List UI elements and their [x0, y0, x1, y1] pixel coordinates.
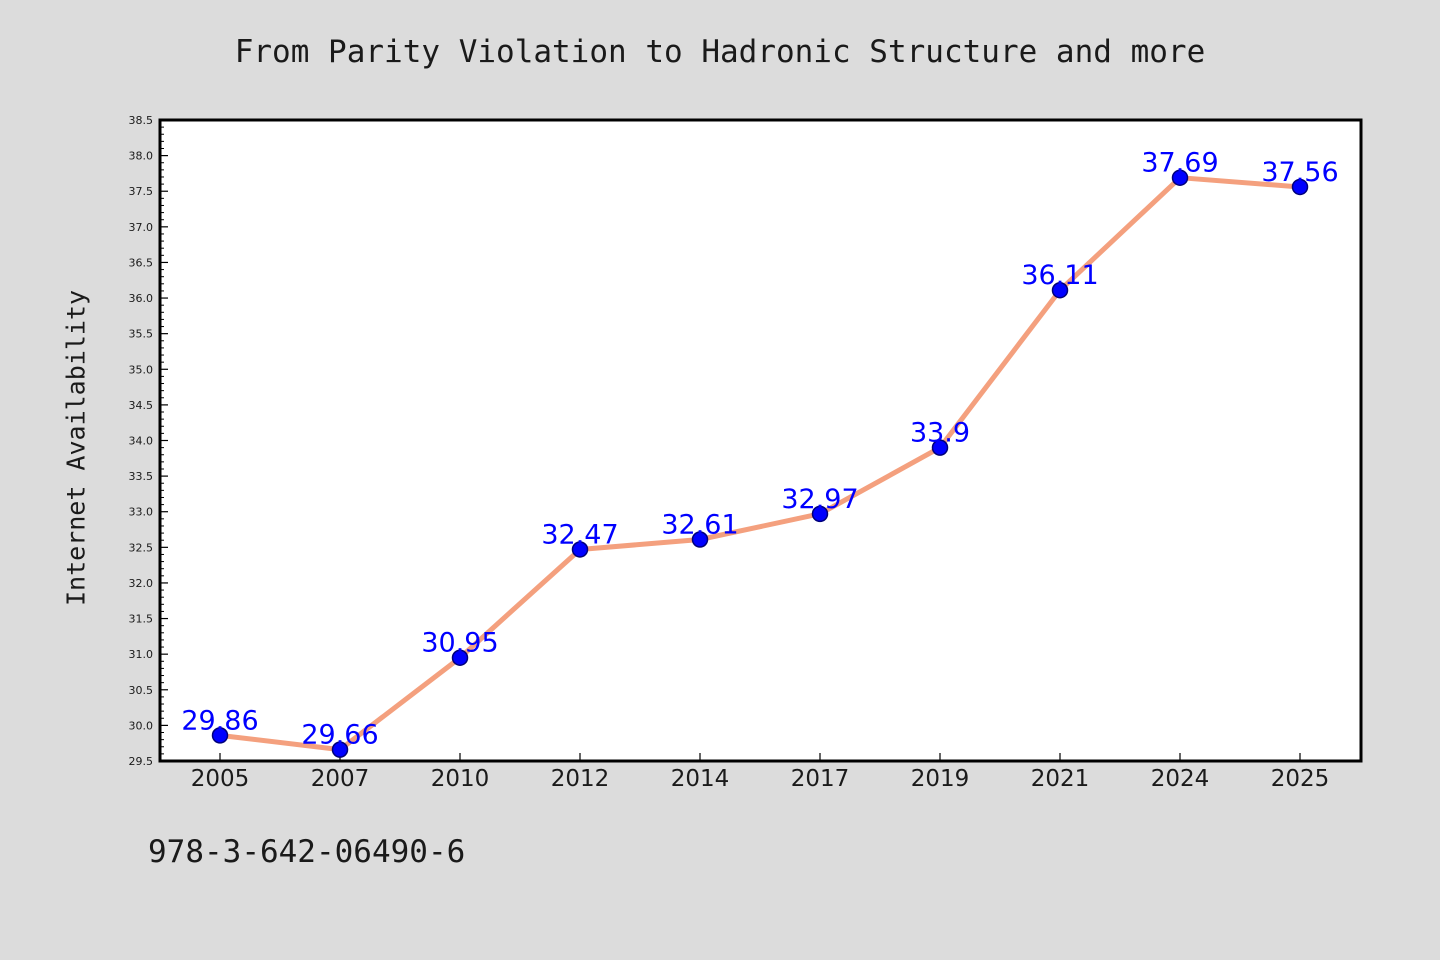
plot-background: [160, 120, 1361, 761]
data-label: 29.86: [181, 705, 258, 736]
x-tick-label: 2024: [1151, 766, 1210, 792]
data-point: [451, 649, 469, 666]
series-line: [217, 175, 1303, 753]
data-label: 30.95: [421, 628, 498, 659]
y-tick-label: 37.0: [129, 221, 154, 234]
y-tick-label: 38.0: [129, 150, 154, 163]
y-tick-label: 32.0: [129, 577, 154, 590]
x-tick-label: 2005: [191, 766, 250, 792]
y-tick-label: 31.0: [129, 648, 154, 661]
y-tick-label: 31.5: [129, 613, 154, 626]
y-tick-label: 35.0: [129, 363, 154, 376]
y-tick-label: 29.5: [129, 755, 154, 768]
data-label: 37.69: [1141, 148, 1218, 179]
data-point: [691, 531, 709, 548]
y-tick-label: 34.5: [129, 399, 154, 412]
data-point: [1171, 169, 1189, 186]
y-tick-label: 30.5: [129, 684, 154, 697]
y-tick-label: 33.0: [129, 506, 154, 519]
data-label: 32.97: [781, 484, 858, 515]
chart-title: From Parity Violation to Hadronic Struct…: [234, 34, 1206, 70]
x-tick-label: 2012: [551, 766, 610, 792]
y-tick-label: 30.0: [129, 719, 154, 732]
data-label: 29.66: [301, 720, 378, 751]
x-tick-label: 2010: [431, 766, 490, 792]
isbn-footnote: 978-3-642-06490-6: [148, 834, 466, 870]
data-label: 36.11: [1021, 260, 1098, 291]
data-point: [1051, 281, 1069, 299]
y-tick-label: 33.5: [129, 470, 154, 483]
y-tick-label: 34.0: [129, 435, 154, 448]
series-line-group: [217, 175, 1303, 753]
plot-frame: [158, 118, 1363, 763]
data-point: [1291, 178, 1309, 196]
y-tick-label: 36.5: [129, 256, 154, 269]
data-markers: [211, 169, 1309, 758]
data-label: 37.56: [1261, 157, 1338, 188]
data-point: [571, 541, 589, 558]
data-point: [211, 727, 229, 744]
y-tick-label: 36.0: [129, 292, 154, 305]
x-tick-label: 2017: [791, 766, 850, 792]
data-point: [331, 741, 349, 758]
y-tick-label: 32.5: [129, 541, 154, 554]
data-point: [931, 439, 949, 456]
x-tick-label: 2007: [311, 766, 370, 792]
x-tick-label: 2014: [671, 766, 730, 792]
data-point: [811, 505, 829, 523]
y-tick-label: 37.5: [129, 185, 154, 198]
y-tick-label: 35.5: [129, 328, 154, 341]
y-axis: 29.5 30.0 30.5 31.0 31.5 32.0 32.5 33.0 33.5 34.0…: [129, 114, 168, 768]
x-tick-label: 2021: [1031, 766, 1090, 792]
y-tick-label: 38.5: [129, 114, 154, 127]
x-tick-label: 2019: [911, 766, 970, 792]
x-tick-label: 2025: [1271, 766, 1330, 792]
data-label: 33.9: [910, 418, 970, 449]
data-labels: 29.86 29.66 30.95 32.47 32.61 32.97 33.9 36.11 3…: [181, 148, 1338, 751]
data-label: 32.47: [541, 519, 618, 550]
data-label: 32.61: [661, 509, 738, 540]
